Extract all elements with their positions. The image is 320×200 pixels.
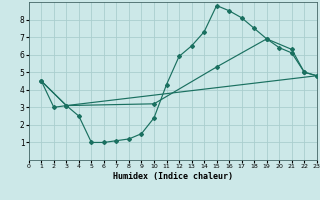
X-axis label: Humidex (Indice chaleur): Humidex (Indice chaleur) — [113, 172, 233, 181]
